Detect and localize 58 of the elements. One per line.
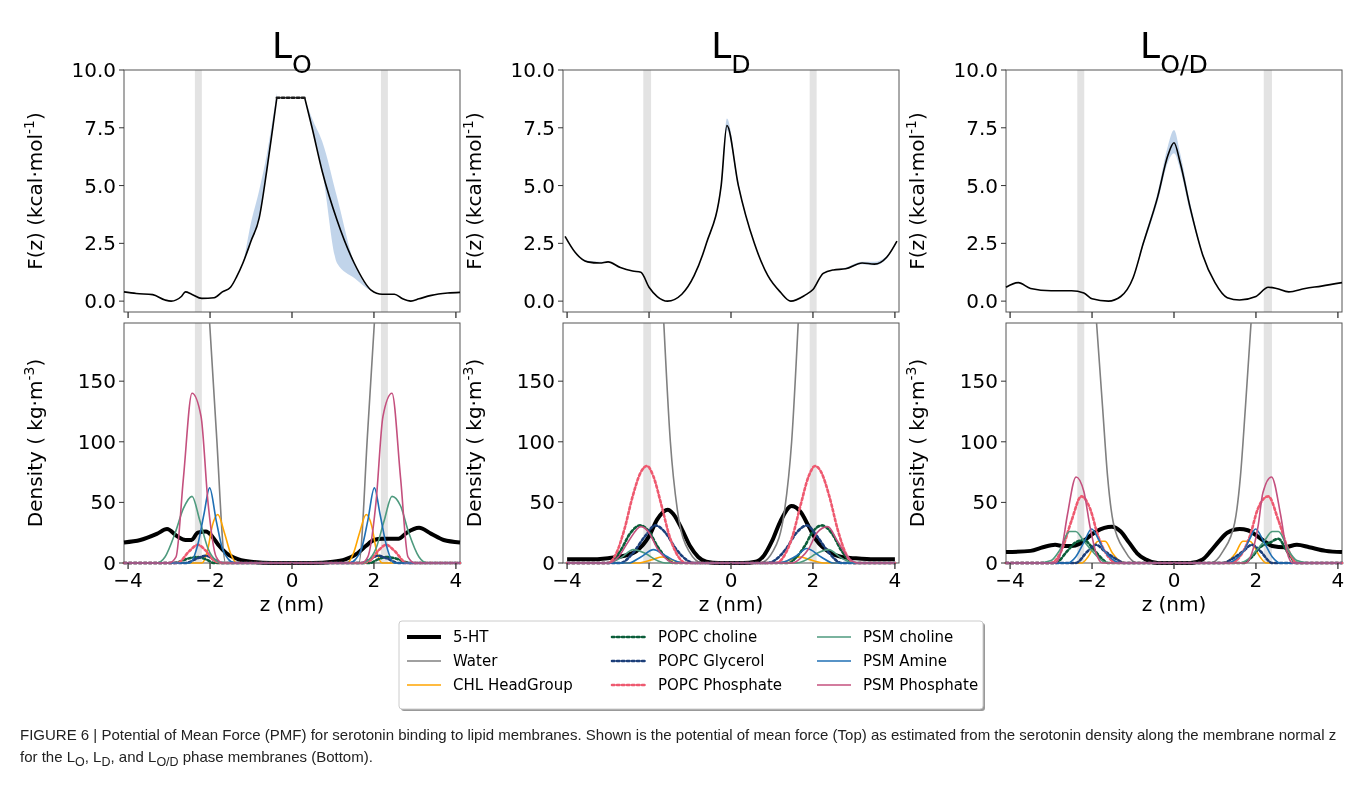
chart-title: L$_{O/D}$	[1140, 25, 1208, 79]
x-axis-title: z (nm)	[1141, 592, 1207, 616]
x-tick-label: 0	[1167, 568, 1181, 592]
y-tick-label: 7.5	[966, 115, 998, 140]
legend-label: POPC Glycerol	[658, 652, 765, 671]
x-tick-label: −2	[1077, 568, 1107, 592]
y-tick-label: 2.5	[84, 231, 116, 256]
legend-label: PSM choline	[863, 628, 954, 647]
x-tick-label: 4	[1331, 568, 1345, 592]
x-tick-label: 2	[367, 568, 381, 592]
y-tick-label: 5.0	[966, 173, 998, 198]
x-tick-label: −2	[195, 568, 225, 592]
y-tick-label: 5.0	[84, 173, 116, 198]
legend-label: PSM Phosphate	[863, 676, 979, 695]
y-tick-label: 0.0	[84, 289, 116, 314]
caption: FIGURE 6 | Potential of Mean Force (PMF) for serotonin binding to lipid membranes. Shown is the potential of mean force (Top) as estimated from the serotonin density along the membrane normal z for the L$_{O}$, L$_{D}$, and L$_{O/D}$ phase membranes (Bottom).	[20, 725, 1338, 771]
y-tick-label: 0	[985, 551, 998, 575]
y-tick-label: 50	[529, 490, 555, 515]
x-tick-label: −4	[552, 568, 582, 592]
y-tick-label: 7.5	[84, 115, 116, 140]
y-tick-label: 5.0	[523, 173, 555, 198]
x-tick-label: 2	[1249, 568, 1263, 592]
x-tick-label: 0	[285, 568, 299, 592]
y-tick-label: 10.0	[71, 58, 116, 82]
y-tick-label: 10.0	[510, 58, 555, 82]
y-tick-label: 150	[77, 369, 116, 394]
x-tick-label: −4	[113, 568, 143, 592]
y-tick-label: 150	[516, 369, 555, 394]
x-tick-label: 2	[806, 568, 820, 592]
x-tick-label: 0	[724, 568, 738, 592]
y-tick-label: 2.5	[523, 231, 555, 256]
y-tick-label: 0	[542, 551, 555, 575]
legend-label: Water	[453, 652, 499, 671]
chart-title: L$_{D}$	[711, 25, 751, 79]
y-tick-label: 50	[90, 490, 116, 515]
legend-label: 5-HT	[453, 628, 490, 647]
y-tick-label: 10.0	[953, 58, 998, 82]
y-tick-label: 0	[103, 551, 116, 575]
x-tick-label: −2	[634, 568, 664, 592]
x-tick-label: −4	[995, 568, 1025, 592]
y-tick-label: 2.5	[966, 231, 998, 256]
y-tick-label: 7.5	[523, 115, 555, 140]
x-axis-title: z (nm)	[698, 592, 764, 616]
legend-label: PSM Amine	[863, 652, 948, 671]
y-tick-label: 0.0	[966, 289, 998, 314]
y-tick-label: 50	[972, 490, 998, 515]
x-axis-title: z (nm)	[259, 592, 325, 616]
chart-title: L$_{O}$	[272, 25, 312, 79]
legend-label: POPC choline	[658, 628, 758, 647]
x-tick-label: 4	[888, 568, 902, 592]
y-tick-label: 100	[77, 429, 116, 454]
y-tick-label: 100	[516, 429, 555, 454]
legend-label: CHL HeadGroup	[453, 676, 573, 695]
legend-label: POPC Phosphate	[658, 676, 783, 695]
y-tick-label: 0.0	[523, 289, 555, 314]
x-tick-label: 4	[449, 568, 463, 592]
y-tick-label: 100	[959, 429, 998, 454]
y-tick-label: 150	[959, 369, 998, 394]
